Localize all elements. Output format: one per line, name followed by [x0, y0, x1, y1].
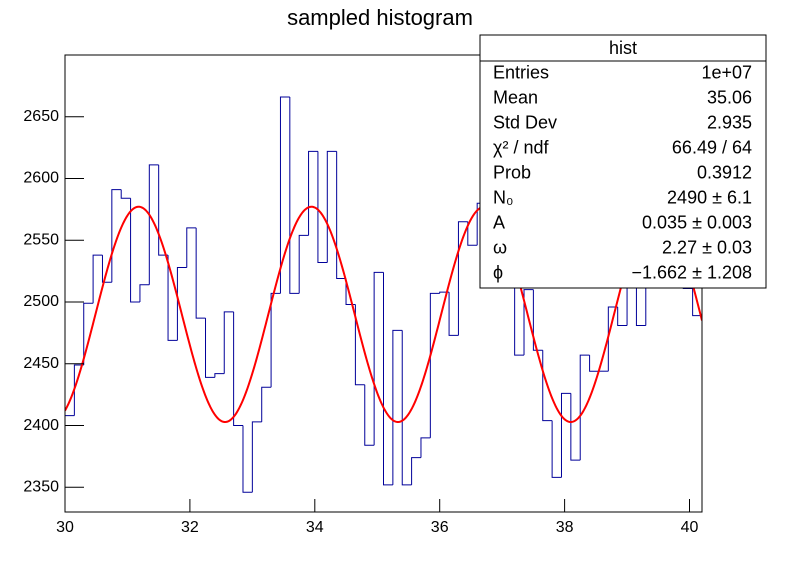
histogram-bin [261, 386, 272, 422]
histogram-bin [92, 254, 103, 304]
histogram-bin [233, 311, 243, 427]
y-tick-label: 2500 [23, 293, 59, 310]
histogram-bin [298, 234, 309, 294]
histogram-bin [607, 306, 618, 372]
x-tick-label: 32 [181, 519, 199, 536]
x-tick-label: 34 [306, 519, 324, 536]
stats-label: Std Dev [493, 112, 557, 132]
histogram-bin [279, 96, 290, 294]
histogram-bin [392, 329, 403, 485]
chart-title: sampled histogram [287, 5, 473, 30]
histogram-bin [467, 221, 478, 246]
histogram-bin [148, 164, 159, 285]
histogram-bin [373, 271, 384, 446]
y-tick-label: 2650 [23, 108, 59, 125]
histogram-bin [317, 151, 328, 264]
histogram-bin [635, 287, 646, 326]
histogram-bin [551, 420, 562, 478]
histogram-bin [401, 330, 412, 486]
stats-value: 0.3912 [697, 162, 752, 182]
histogram-bin [270, 292, 281, 388]
histogram-bin [83, 302, 94, 366]
histogram-bin [223, 311, 234, 374]
y-tick-label: 2600 [23, 170, 59, 187]
histogram-bin [289, 96, 300, 294]
stats-label: ω [493, 237, 507, 257]
histogram-bin [617, 306, 628, 326]
histogram-bin [186, 227, 197, 268]
histogram-bin [411, 457, 421, 485]
stats-value: 2.27 ± 0.03 [662, 237, 752, 257]
histogram-bin [532, 289, 543, 351]
histogram-bin [73, 364, 84, 416]
stats-value: 1e+07 [701, 62, 752, 82]
histogram-bin [383, 272, 393, 486]
y-tick-label: 2400 [23, 417, 59, 434]
stats-value: −1.662 ± 1.208 [632, 262, 752, 282]
stats-label: A [493, 212, 505, 232]
x-tick-label: 30 [56, 519, 74, 536]
histogram-bin [195, 227, 206, 319]
histogram-bin [560, 392, 571, 478]
histogram-bin [251, 421, 262, 493]
stats-label: χ² / ndf [493, 137, 549, 157]
stats-label: ϕ [493, 262, 503, 282]
histogram-bin [101, 255, 112, 283]
histogram-bin [354, 304, 365, 386]
histogram-bin [176, 266, 187, 341]
histogram-bin [120, 189, 131, 199]
histogram-bin [448, 292, 459, 336]
fit-curve [65, 205, 702, 424]
histogram-bin [336, 151, 347, 280]
histogram-bin [205, 318, 215, 378]
stats-title: hist [609, 38, 637, 58]
histogram-bin [167, 255, 178, 341]
histogram-bin [242, 425, 253, 493]
histogram-bin [589, 355, 599, 372]
histogram-bin [139, 284, 150, 303]
histogram-bin [130, 198, 140, 303]
stats-box [479, 34, 767, 289]
stats-value: 0.035 ± 0.003 [642, 212, 752, 232]
histogram-bin [570, 393, 581, 461]
x-tick-label: 40 [681, 519, 699, 536]
y-tick-label: 2450 [23, 355, 59, 372]
x-tick-label: 38 [556, 519, 574, 536]
stats-value: 66.49 / 64 [672, 137, 752, 157]
histogram-bin [420, 437, 431, 458]
stats-label: Mean [493, 87, 538, 107]
stats-value: 2.935 [707, 112, 752, 132]
stats-value: 35.06 [707, 87, 752, 107]
y-tick-label: 2550 [23, 231, 59, 248]
stats-label: Prob [493, 162, 531, 182]
histogram-bin [429, 292, 440, 438]
stats-label: Entries [493, 62, 549, 82]
histogram-bin [457, 221, 468, 336]
stats-value: 2490 ± 6.1 [667, 187, 752, 207]
histogram-bin [514, 277, 525, 356]
histogram-bin [523, 289, 534, 356]
y-tick-label: 2350 [23, 479, 59, 496]
stats-label: N₀ [493, 187, 513, 207]
histogram-bin [579, 354, 590, 461]
x-tick-label: 36 [431, 519, 449, 536]
histogram-bin [214, 373, 225, 378]
histogram-bin [364, 384, 375, 446]
